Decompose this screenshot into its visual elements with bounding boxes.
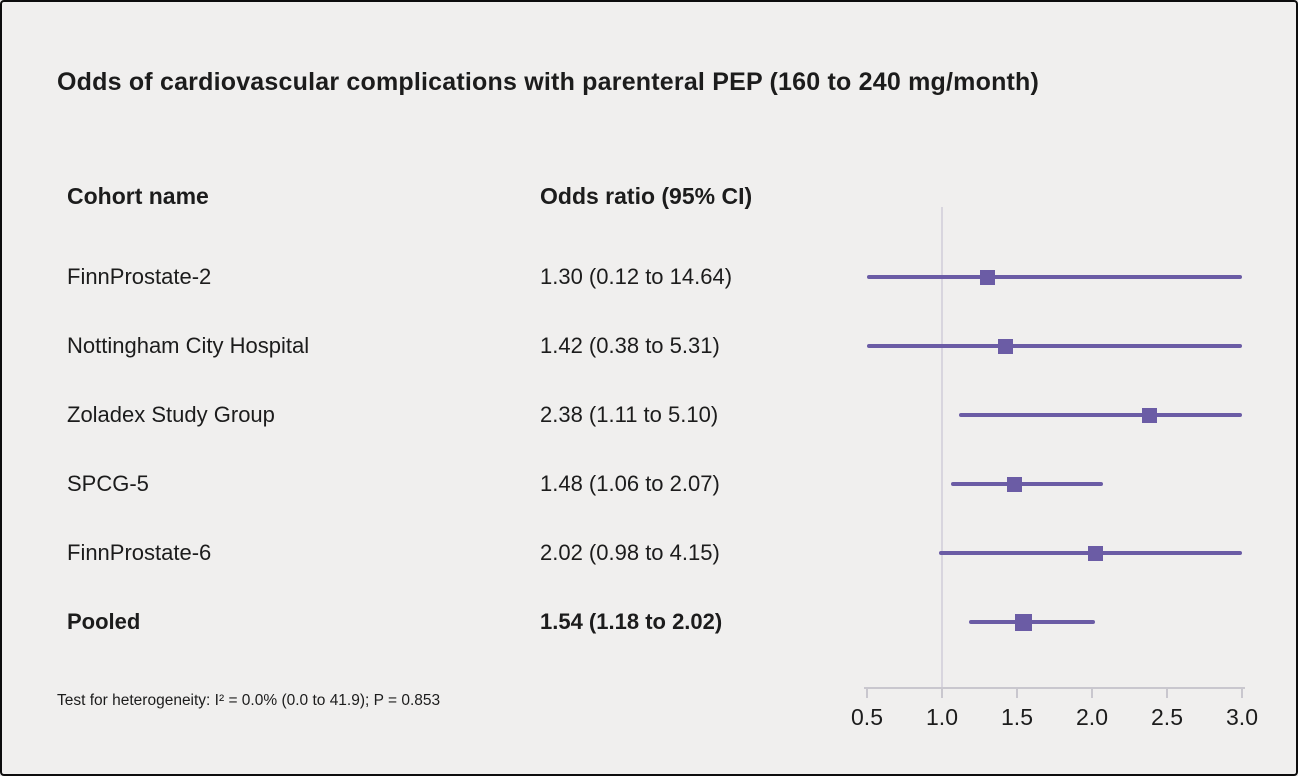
ci-line: [969, 620, 1095, 624]
x-axis-line: [864, 687, 1245, 689]
column-header-odds-ratio: Odds ratio (95% CI): [540, 183, 753, 209]
x-tick-label: 2.5: [1151, 704, 1183, 730]
x-tick: [941, 689, 943, 698]
x-tick: [866, 689, 868, 698]
reference-line: [941, 207, 943, 687]
x-tick-label: 1.0: [926, 704, 958, 730]
cohort-label: FinnProstate-6: [67, 540, 212, 565]
x-tick-label: 2.0: [1076, 704, 1108, 730]
x-tick-label: 1.5: [1001, 704, 1033, 730]
or-ci-label: 1.48 (1.06 to 2.07): [540, 471, 720, 496]
cohort-label: Pooled: [67, 609, 141, 634]
x-tick: [1091, 689, 1093, 698]
or-ci-label: 2.02 (0.98 to 4.15): [540, 540, 720, 565]
or-ci-label: 2.38 (1.11 to 5.10): [540, 402, 719, 427]
x-tick: [1166, 689, 1168, 698]
heterogeneity-note: Test for heterogeneity: I² = 0.0% (0.0 t…: [57, 692, 441, 709]
or-marker: [1141, 407, 1157, 423]
cohort-label: FinnProstate-2: [67, 264, 212, 289]
or-marker: [997, 338, 1013, 354]
or-ci-label: 1.54 (1.18 to 2.02): [540, 609, 723, 634]
or-marker: [1006, 476, 1022, 492]
cohort-label: Zoladex Study Group: [67, 402, 275, 427]
or-marker: [979, 269, 995, 285]
column-header-cohort: Cohort name: [67, 183, 209, 209]
or-ci-label: 1.30 (0.12 to 14.64): [540, 264, 733, 289]
x-tick: [1241, 689, 1243, 698]
x-tick: [1016, 689, 1018, 698]
ci-line: [867, 275, 1242, 279]
chart-title: Odds of cardiovascular complications wit…: [57, 68, 1040, 96]
ci-line: [867, 344, 1242, 348]
ci-line: [951, 482, 1103, 486]
cohort-label: SPCG-5: [67, 471, 149, 496]
x-tick-label: 0.5: [851, 704, 883, 730]
or-marker: [1014, 613, 1032, 631]
or-marker: [1087, 545, 1103, 561]
cohort-label: Nottingham City Hospital: [67, 333, 310, 358]
x-tick-label: 3.0: [1226, 704, 1258, 730]
ci-line: [958, 413, 1242, 417]
or-ci-label: 1.42 (0.38 to 5.31): [540, 333, 720, 358]
